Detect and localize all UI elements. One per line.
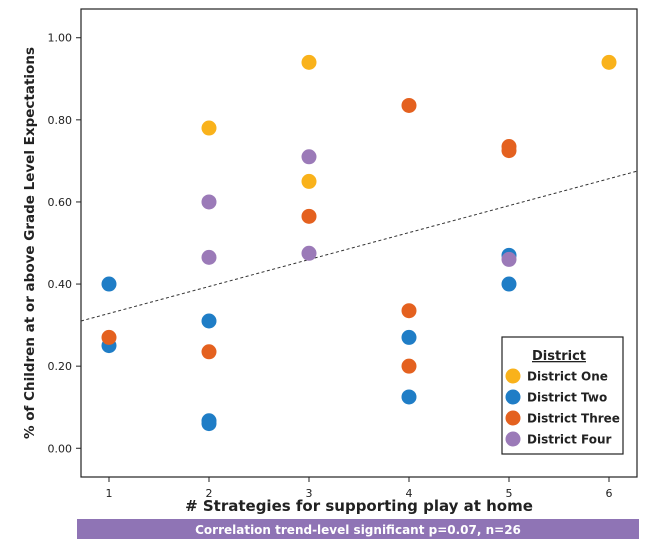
data-point-district-three bbox=[101, 329, 117, 345]
data-point-district-two bbox=[101, 276, 117, 292]
y-axis-label: % of Children at or above Grade Level Ex… bbox=[22, 47, 38, 439]
data-point-district-three bbox=[301, 208, 317, 224]
data-point-district-three bbox=[201, 344, 217, 360]
x-tick-label: 3 bbox=[306, 487, 313, 500]
data-point-district-one bbox=[201, 120, 217, 136]
legend-label: District Two bbox=[527, 391, 607, 405]
data-point-district-two bbox=[501, 276, 517, 292]
legend-label: District Four bbox=[527, 433, 612, 447]
data-point-district-four bbox=[201, 249, 217, 265]
legend-marker bbox=[505, 389, 521, 405]
data-point-district-three bbox=[401, 303, 417, 319]
legend-marker bbox=[505, 431, 521, 447]
x-tick-label: 5 bbox=[506, 487, 513, 500]
legend-title: District bbox=[532, 349, 586, 364]
x-tick-label: 2 bbox=[206, 487, 213, 500]
data-point-district-two bbox=[201, 416, 217, 432]
data-point-district-one bbox=[301, 54, 317, 70]
x-tick-label: 4 bbox=[406, 487, 413, 500]
trend-line bbox=[80, 170, 638, 322]
y-tick-label: 0.20 bbox=[48, 360, 73, 373]
data-point-district-two bbox=[401, 329, 417, 345]
data-point-district-four bbox=[501, 251, 517, 267]
data-point-district-four bbox=[201, 194, 217, 210]
y-tick-label: 1.00 bbox=[48, 32, 73, 45]
y-tick-label: 0.00 bbox=[48, 442, 73, 455]
x-tick-label: 1 bbox=[106, 487, 113, 500]
y-tick-label: 0.80 bbox=[48, 114, 73, 127]
data-point-district-two bbox=[401, 389, 417, 405]
data-point-district-three bbox=[401, 358, 417, 374]
data-point-district-three bbox=[401, 97, 417, 113]
legend-label: District One bbox=[527, 370, 608, 384]
legend: District District One District Two Distric… bbox=[501, 336, 624, 455]
data-point-district-four bbox=[301, 245, 317, 261]
data-point-district-one bbox=[301, 173, 317, 189]
data-point-district-one bbox=[601, 54, 617, 70]
legend-label: District Three bbox=[527, 412, 620, 426]
footer-banner: Correlation trend-level significant p=0.… bbox=[77, 519, 639, 539]
x-tick-label: 6 bbox=[606, 487, 613, 500]
legend-marker bbox=[505, 368, 521, 384]
scatter-chart: 1 2 3 4 5 6 0.00 0.20 0.40 0.60 0.80 1.00 # Strate… bbox=[22, 8, 638, 515]
data-point-district-three bbox=[501, 143, 517, 159]
legend-marker bbox=[505, 410, 521, 426]
legend-box bbox=[501, 336, 624, 455]
y-tick-label: 0.40 bbox=[48, 278, 73, 291]
footer-text: Correlation trend-level significant p=0.… bbox=[195, 523, 521, 537]
y-tick-label: 0.60 bbox=[48, 196, 73, 209]
data-point-district-four bbox=[301, 149, 317, 165]
data-point-district-two bbox=[201, 313, 217, 329]
x-axis-label: # Strategies for supporting play at home bbox=[185, 497, 533, 515]
